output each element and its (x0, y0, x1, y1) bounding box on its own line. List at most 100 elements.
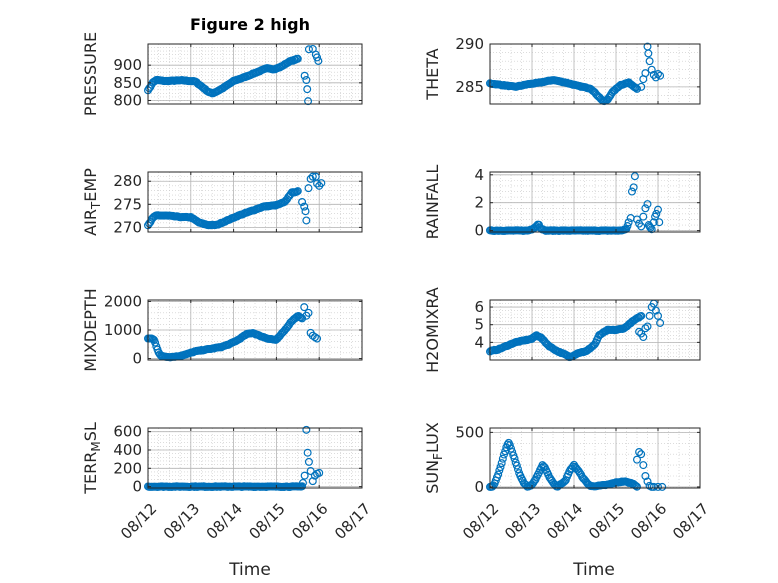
y-tick-label: 0 (474, 222, 484, 240)
axes-frame (489, 427, 701, 489)
y-axis-label: SUNFLUX (423, 422, 445, 494)
data-point (637, 82, 646, 91)
data-point (310, 333, 319, 342)
subplot-h2omixra: 456 H2OMIXRA (423, 287, 701, 373)
axes-frame (147, 427, 363, 489)
y-tick-label: 2 (474, 194, 484, 212)
data-point (637, 450, 646, 459)
data-point (495, 466, 504, 475)
data-point (651, 306, 660, 315)
y-tick-label: 290 (455, 35, 484, 53)
data-point (643, 477, 652, 486)
data-point (303, 85, 312, 94)
data-point (623, 222, 632, 231)
y-axis-label-subscript: T (89, 201, 103, 210)
data-point (513, 465, 522, 474)
y-axis-label-main: AIR (81, 209, 100, 236)
data-point (637, 222, 646, 231)
y-tick-label: 5 (474, 316, 484, 334)
data-point (575, 468, 584, 477)
data-point (298, 198, 307, 207)
data-point (293, 187, 302, 196)
y-tick-label: 500 (455, 423, 484, 441)
y-tick-label: 270 (113, 218, 142, 236)
data-point (313, 53, 322, 62)
data-point (298, 478, 307, 487)
data-point (629, 183, 638, 192)
data-point (496, 463, 505, 472)
data-point (653, 311, 662, 320)
y-axis-label: AIRTEMP (81, 168, 103, 236)
x-tick-label: 08/12 (117, 500, 160, 543)
subplot-air-temp: 270 275 280 AIRTEMP (81, 168, 363, 236)
data-point (505, 441, 514, 450)
data-point (639, 461, 648, 470)
tick-marks (147, 428, 363, 488)
data-point (302, 425, 311, 434)
tick-marks (489, 300, 701, 360)
data-point (643, 322, 652, 331)
x-tick-label: 08/13 (501, 500, 544, 543)
y-axis-label: RAINFALL (423, 165, 442, 240)
data-point (302, 216, 311, 225)
tick-marks (147, 172, 363, 232)
data-point (151, 338, 160, 347)
data-point (631, 481, 640, 490)
y-axis-label: THETA (423, 48, 442, 100)
subplot-theta: 285 290 THETA (423, 35, 701, 106)
data-point (512, 461, 521, 470)
data-point (300, 202, 309, 211)
data-point (590, 340, 599, 349)
data-point (641, 69, 650, 78)
data-point (560, 477, 569, 486)
data-point (646, 223, 655, 232)
minor-grid (490, 300, 700, 361)
data-point (304, 184, 313, 193)
y-axis-label: H2OMIXRA (423, 287, 442, 373)
figure-title: Figure 2 high (190, 15, 310, 34)
subplot-rainfall: 0 2 4 RAINFALL (423, 165, 701, 240)
y-tick-label: 0 (474, 478, 484, 496)
y-axis-label: TERRMSL (81, 422, 103, 495)
series-markers (486, 438, 667, 491)
data-point (637, 311, 646, 320)
data-point (559, 478, 568, 487)
axes-frame (147, 43, 363, 105)
tick-marks (147, 300, 363, 360)
data-point (293, 54, 302, 63)
data-point (510, 454, 519, 463)
data-point (304, 45, 313, 54)
data-point (631, 83, 640, 92)
data-point (494, 470, 503, 479)
data-point (649, 482, 658, 491)
minor-grid (148, 43, 362, 105)
data-point (652, 209, 661, 218)
data-point (655, 218, 664, 227)
axes-frame (489, 299, 701, 361)
y-tick-label: 800 (113, 91, 142, 109)
tick-marks (489, 428, 701, 488)
data-point (304, 308, 313, 317)
data-point (498, 454, 507, 463)
y-axis-label-suffix: SL (81, 422, 100, 441)
data-point (653, 482, 662, 491)
x-axis-label-right: Time (572, 560, 615, 580)
y-axis-label-main: TERR (81, 452, 100, 495)
data-point (624, 218, 633, 227)
y-tick-label: 900 (113, 56, 142, 74)
data-point (632, 215, 641, 224)
data-point (639, 333, 648, 342)
data-point (641, 324, 650, 333)
data-point (314, 56, 323, 65)
y-axis-label-main: SUN (423, 460, 442, 494)
y-tick-label: 1000 (104, 321, 142, 339)
x-tick-label: 08/17 (669, 500, 712, 543)
minor-grid (490, 172, 700, 232)
data-point (634, 313, 643, 322)
data-point (656, 71, 665, 80)
y-tick-label: 6 (474, 298, 484, 316)
